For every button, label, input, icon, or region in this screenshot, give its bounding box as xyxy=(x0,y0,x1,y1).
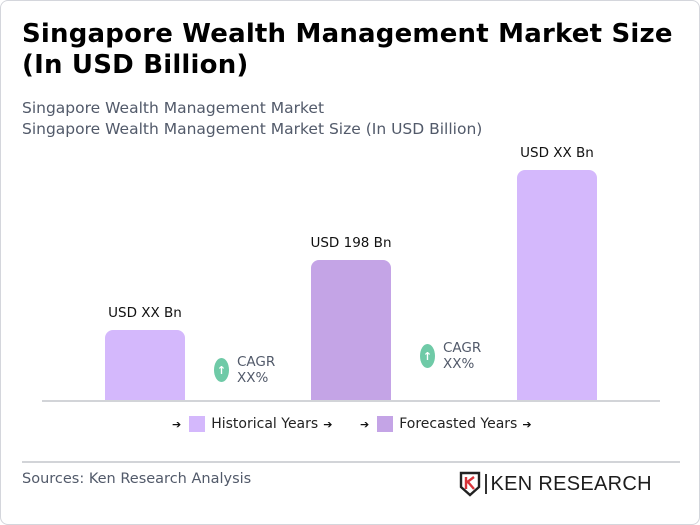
legend-item-historical: ➔ Historical Years ➔ xyxy=(172,416,332,432)
legend-swatch-forecasted xyxy=(377,416,394,432)
cagr-value: XX% xyxy=(443,356,475,372)
cagr-annotation-historical: ↑ CAGR XX% xyxy=(214,354,275,386)
arrow-right-icon: ➔ xyxy=(360,417,370,431)
bar-historical xyxy=(105,330,185,400)
arrow-up-icon: ↑ xyxy=(420,344,435,368)
arrow-right-icon: ➔ xyxy=(522,417,532,431)
cagr-annotation-forecast: ↑ CAGR XX% xyxy=(420,340,481,372)
bar-value-label-historical: USD XX Bn xyxy=(108,305,182,321)
legend-label-historical: Historical Years xyxy=(211,416,319,432)
footer-divider xyxy=(22,461,680,463)
logo-separator xyxy=(485,474,487,494)
ken-shield-icon xyxy=(459,471,481,497)
bar-value-label-forecast: USD XX Bn xyxy=(520,145,594,161)
legend-label-forecasted: Forecasted Years xyxy=(399,416,518,432)
x-axis-line xyxy=(42,400,660,402)
legend-swatch-historical xyxy=(189,416,206,432)
bar-forecast xyxy=(517,170,597,400)
cagr-label: CAGR xyxy=(443,340,482,356)
arrow-right-icon: ➔ xyxy=(323,417,333,431)
arrow-up-icon: ↑ xyxy=(214,358,229,382)
cagr-value: XX% xyxy=(237,370,269,386)
bar-base-year xyxy=(311,260,391,400)
bar-value-label-base: USD 198 Bn xyxy=(310,235,392,251)
source-note: Sources: Ken Research Analysis xyxy=(22,471,252,487)
chart-caption: Singapore Wealth Management Market Size … xyxy=(22,120,483,138)
legend-item-forecasted: ➔ Forecasted Years ➔ xyxy=(360,416,532,432)
arrow-right-icon: ➔ xyxy=(172,417,182,431)
chart-subtitle: Singapore Wealth Management Market xyxy=(22,99,325,117)
page-title: Singapore Wealth Management Market Size … xyxy=(22,19,673,80)
cagr-label: CAGR xyxy=(237,354,276,370)
logo-text: KEN RESEARCH xyxy=(490,472,652,495)
ken-research-logo: KEN RESEARCH xyxy=(459,471,652,497)
